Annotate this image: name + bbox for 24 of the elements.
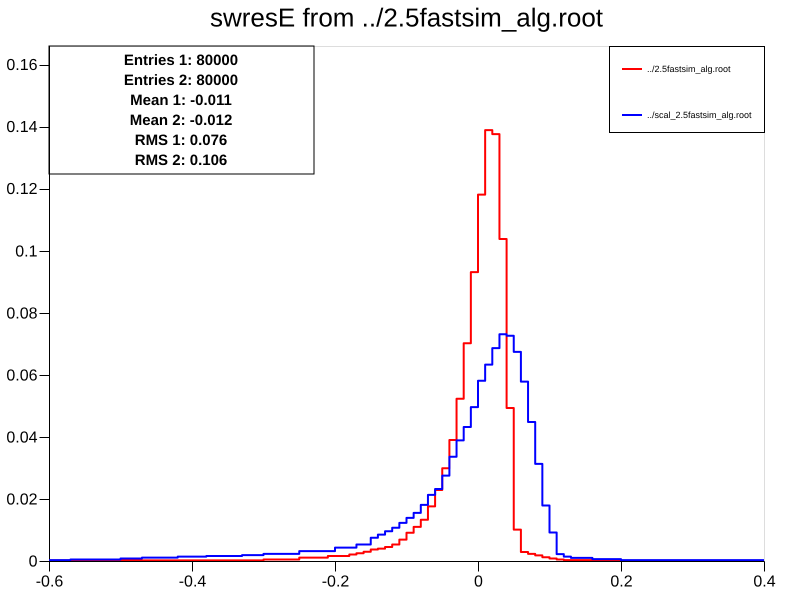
y-tick-label: 0.04 xyxy=(6,429,38,446)
y-tick-label: 0.12 xyxy=(6,181,38,198)
x-tick-label: 0.4 xyxy=(753,574,776,590)
y-tick-label: 0 xyxy=(28,554,38,570)
annotation: RMS 2: 0.106 xyxy=(134,152,228,169)
y-tick-label: 0.02 xyxy=(6,491,38,508)
y-tick-label: 0.06 xyxy=(6,367,38,384)
x-tick-label: -0.4 xyxy=(178,574,206,590)
annotation: Mean 2: -0.012 xyxy=(130,112,232,129)
annotation: Entries 2: 80000 xyxy=(124,72,238,89)
y-tick-label: 0.16 xyxy=(6,57,38,74)
annotation: RMS 1: 0.076 xyxy=(134,132,228,149)
annotation: Mean 1: -0.011 xyxy=(130,92,232,109)
x-tick-label: -0.6 xyxy=(36,574,64,590)
y-tick-label: 0.1 xyxy=(15,243,38,260)
annotation: Entries 1: 80000 xyxy=(124,52,238,69)
chart-title: swresE from ../2.5fastsim_alg.root xyxy=(210,2,604,32)
x-tick-label: -0.2 xyxy=(322,574,350,590)
y-tick-label: 0.08 xyxy=(6,305,38,322)
legend-label: ../scal_2.5fastsim_alg.root xyxy=(647,110,752,120)
x-tick-label: 0 xyxy=(474,574,484,590)
legend-label: ../2.5fastsim_alg.root xyxy=(647,64,732,74)
x-tick-label: 0.2 xyxy=(610,574,633,590)
y-tick-label: 0.14 xyxy=(6,119,38,136)
